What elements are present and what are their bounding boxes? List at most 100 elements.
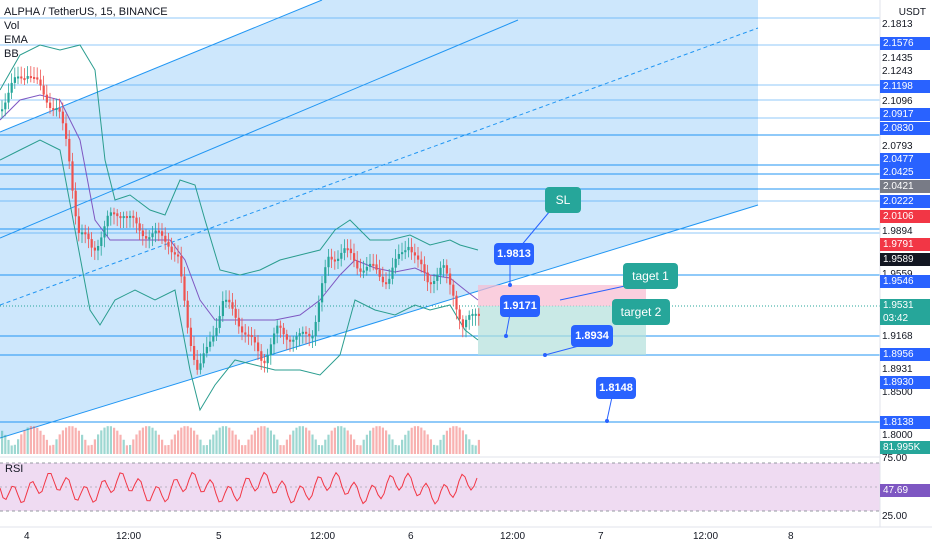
- candle-body: [375, 264, 378, 270]
- candle-body: [109, 212, 112, 216]
- volume-bar: [231, 430, 234, 454]
- candle-body: [52, 107, 55, 110]
- volume-bar: [151, 427, 154, 454]
- price-axis-label: 1.8931: [882, 364, 913, 375]
- volume-bar: [212, 434, 215, 454]
- rsi-line: [0, 471, 478, 505]
- candle-body: [132, 215, 135, 218]
- candle-body: [218, 316, 221, 328]
- candle-body: [209, 341, 212, 347]
- price-axis-tag: 1.9791: [880, 238, 930, 251]
- indicator-bb[interactable]: BB: [4, 48, 19, 60]
- candle-body: [33, 76, 36, 79]
- candle-body: [263, 360, 266, 364]
- volume-bar: [292, 430, 295, 454]
- volume-bar: [74, 427, 77, 454]
- candle-body: [36, 77, 39, 80]
- volume-bar: [100, 430, 103, 454]
- indicator-ema[interactable]: EMA: [4, 34, 28, 46]
- volume-bar: [439, 439, 442, 454]
- candle-body: [455, 295, 458, 310]
- candle-body: [170, 246, 173, 253]
- candle-body: [93, 247, 96, 251]
- volume-bar: [26, 427, 29, 454]
- candle-body: [231, 302, 234, 309]
- candle-body: [250, 335, 253, 338]
- sl-callout[interactable]: SL: [545, 187, 581, 213]
- candle-body: [164, 235, 167, 242]
- volume-bar: [145, 426, 148, 454]
- candle-body: [426, 272, 429, 283]
- price-axis-tag: 1.9589: [880, 253, 930, 266]
- volume-bar: [228, 427, 231, 454]
- candle-body: [186, 300, 189, 328]
- volume-bar: [279, 445, 282, 454]
- rsi-label[interactable]: RSI: [5, 463, 24, 475]
- volume-bar: [356, 444, 359, 454]
- channel-upper-line: [0, 19, 519, 239]
- volume-bar: [129, 444, 132, 454]
- price-axis-tag: 2.0917: [880, 108, 930, 121]
- volume-bar: [330, 430, 333, 454]
- volume-bar: [244, 445, 247, 454]
- volume-bar: [13, 444, 16, 454]
- candle-body: [394, 258, 397, 268]
- volume-bar: [71, 426, 74, 454]
- candle-body: [244, 332, 247, 335]
- candle-body: [439, 267, 442, 275]
- price-axis-tag: 2.0421: [880, 180, 930, 193]
- candle-body: [461, 319, 464, 328]
- volume-bar: [173, 434, 176, 454]
- volume-bar: [170, 439, 173, 454]
- candle-body: [301, 331, 304, 334]
- target1-callout[interactable]: taget 1: [623, 263, 678, 289]
- volume-bar: [465, 434, 468, 454]
- candle-body: [189, 327, 192, 346]
- price-axis-tag: 2.0106: [880, 210, 930, 223]
- parallel-channel-fill: [0, 0, 758, 438]
- symbol-title[interactable]: ALPHA / TetherUS, 15, BINANCE: [4, 6, 168, 18]
- volume-bar: [372, 427, 375, 454]
- volume-bar: [337, 426, 340, 454]
- candle-body: [241, 326, 244, 333]
- candle-body: [39, 79, 42, 86]
- candle-body: [292, 339, 295, 342]
- volume-bar: [413, 426, 416, 454]
- channel-mid-line: [0, 27, 759, 306]
- indicator-vol[interactable]: Vol: [4, 20, 20, 32]
- candle-body: [212, 335, 215, 342]
- volume-bar: [209, 439, 212, 454]
- candle-body: [474, 313, 477, 316]
- volume-bar: [4, 434, 7, 454]
- candle-body: [7, 92, 10, 103]
- volume-bar: [177, 430, 180, 454]
- volume-bar: [305, 427, 308, 454]
- price-axis-tag: 2.0830: [880, 122, 930, 135]
- price-axis-label: 2.1435: [882, 53, 913, 64]
- volume-bar: [362, 439, 365, 454]
- candle-body: [369, 263, 372, 267]
- sl-price-callout[interactable]: 1.9813: [494, 243, 534, 265]
- price-axis-tag: 1.9531: [880, 299, 930, 312]
- volume-bar: [205, 445, 208, 454]
- candle-body: [145, 236, 148, 239]
- target1-price-callout[interactable]: 1.9171: [500, 295, 540, 317]
- volume-bar: [455, 426, 458, 454]
- candle-body: [196, 359, 199, 370]
- target2-price-callout[interactable]: 1.8934: [571, 325, 613, 347]
- candle-body: [173, 252, 176, 255]
- target2-callout[interactable]: target 2: [612, 299, 670, 325]
- candle-body: [202, 353, 205, 364]
- price-axis-label: 2.0793: [882, 141, 913, 152]
- candle-body: [148, 237, 151, 240]
- price-axis-tag: 03:42: [880, 312, 930, 325]
- volume-bar: [343, 427, 346, 454]
- candle-body: [378, 269, 381, 277]
- candle-body: [433, 280, 436, 284]
- candle-body: [65, 123, 68, 139]
- target3-price-callout[interactable]: 1.8148: [596, 377, 636, 399]
- price-axis-tag: 1.8930: [880, 376, 930, 389]
- time-axis-label: 6: [408, 531, 414, 542]
- currency-label[interactable]: USDT: [898, 7, 926, 18]
